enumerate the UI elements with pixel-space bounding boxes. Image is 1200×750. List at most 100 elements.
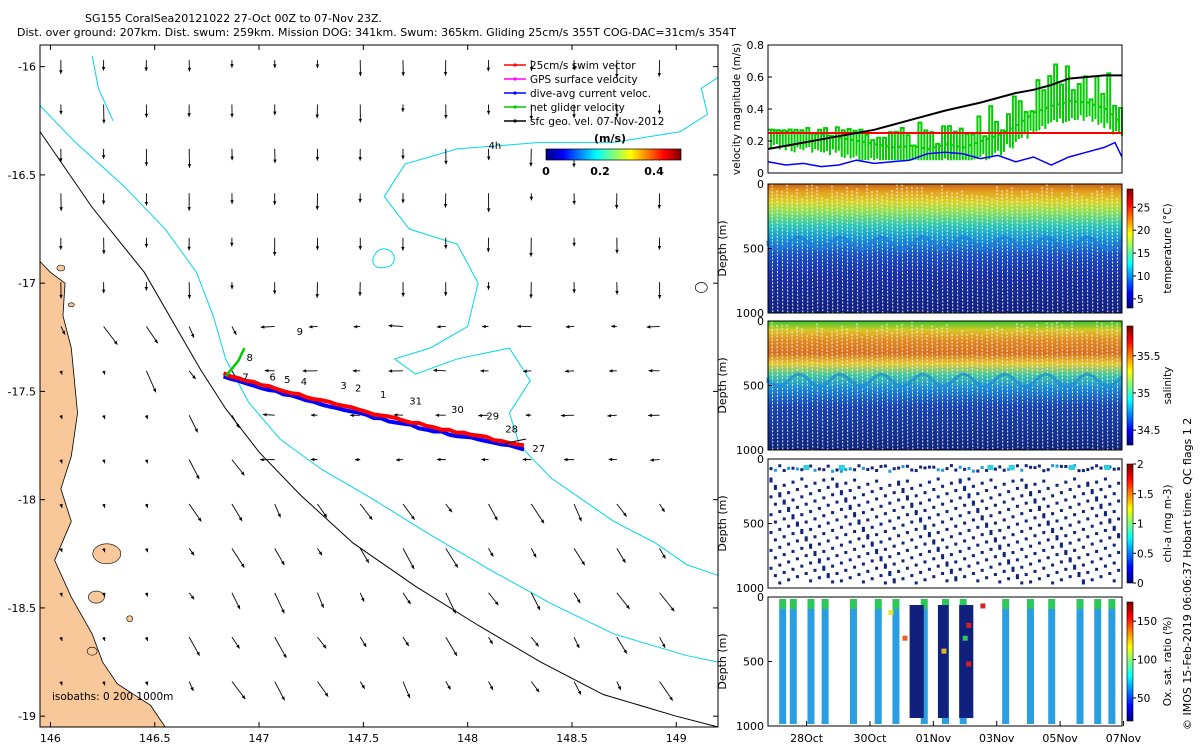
current-arrowhead	[572, 242, 576, 247]
chla-sample	[817, 542, 821, 546]
chla-sample	[1099, 575, 1103, 579]
current-arrowhead	[59, 415, 63, 420]
chla-sample	[954, 576, 958, 580]
chla-ylabel: Depth (m)	[716, 495, 729, 551]
oxygen-profile-column	[1026, 609, 1034, 724]
map-xtick-label: 146.5	[139, 732, 171, 745]
legend-label: net glider velocity	[530, 102, 625, 114]
chla-sample	[791, 514, 795, 518]
chla-sample	[910, 502, 914, 506]
chla-sample	[941, 554, 945, 558]
oxygen-surface-sample	[1002, 599, 1010, 609]
chla-sample	[800, 513, 804, 517]
chla-sample	[1002, 518, 1006, 522]
current-arrowhead	[144, 287, 149, 291]
chla-sample	[870, 490, 874, 494]
chla-sample	[914, 581, 918, 585]
chla-sample	[839, 492, 843, 496]
chla-sample	[919, 517, 923, 521]
current-arrowhead	[564, 369, 569, 373]
current-arrowhead	[443, 72, 448, 76]
chla-sample	[804, 520, 808, 524]
chla-sample	[963, 575, 967, 579]
salinity-dive-gap	[801, 328, 804, 451]
current-arrowhead	[401, 199, 405, 204]
chla-sample	[1108, 518, 1112, 522]
chla-surface-sample	[949, 464, 953, 468]
current-arrowhead	[662, 554, 666, 559]
chla-surface-sample	[831, 469, 835, 473]
legend-label: 25cm/s swim vector	[530, 60, 636, 72]
chla-sample	[932, 505, 936, 509]
oxygen-surface-sample	[874, 599, 882, 609]
current-arrowhead	[144, 636, 149, 641]
current-arrow	[188, 459, 200, 480]
current-arrowhead	[529, 162, 533, 167]
chla-sample	[941, 538, 945, 542]
chla-sample	[914, 510, 918, 514]
current-arrowhead	[401, 108, 405, 112]
salinity-ytick-label: 0	[757, 315, 764, 328]
island-3	[67, 302, 75, 308]
chla-sample	[800, 531, 804, 535]
chla-sample	[963, 503, 967, 507]
oxygen-profile-column	[1076, 609, 1084, 724]
temperature-dive-gap	[1061, 192, 1064, 314]
salinity-dive-gap	[961, 330, 964, 451]
current-arrowhead	[443, 203, 448, 208]
salinity-dive-gap	[1031, 334, 1034, 451]
map-colorbar-tick: 0.2	[590, 165, 610, 178]
chla-surface-sample	[1037, 464, 1041, 468]
temperature-dive-gap	[991, 198, 994, 314]
chla-sample	[1117, 551, 1121, 554]
chla-sample	[993, 573, 997, 577]
current-arrow	[145, 370, 157, 393]
chla-sample	[897, 534, 901, 538]
oxygen-surface-sample	[821, 599, 829, 609]
chla-sample	[1081, 545, 1085, 549]
time-xtick-label: 03Nov	[979, 732, 1015, 745]
current-arrowhead	[315, 206, 320, 210]
temperature-dive-gap	[1046, 184, 1049, 314]
chla-sample	[844, 515, 848, 519]
chla-colorbar-tick-label: 2	[1137, 459, 1144, 471]
chla-surface-sample	[958, 465, 962, 469]
chla-sample	[914, 527, 918, 531]
chla-sample	[791, 480, 795, 484]
current-arrowhead	[572, 289, 576, 294]
current-arrowhead	[59, 70, 63, 74]
current-arrowhead	[532, 553, 537, 558]
current-arrowhead	[622, 558, 626, 563]
map-frame	[39, 44, 719, 728]
salinity-band	[766, 372, 1124, 389]
current-arrowhead	[187, 246, 191, 251]
chla-sample	[883, 547, 887, 551]
oxygen-low-column	[937, 605, 949, 718]
oxygen-high-sample	[902, 635, 908, 641]
chla-sample	[1024, 519, 1028, 523]
chla-sample	[1015, 540, 1019, 544]
title-line-2: Dist. over ground: 207km. Dist. swum: 25…	[17, 26, 736, 39]
chla-sample	[861, 562, 865, 566]
oxygen-colorbar-label: Ox. sat. ratio (%)	[1162, 617, 1174, 707]
legend-marker	[513, 119, 517, 123]
chla-sample	[1099, 488, 1103, 491]
current-arrowhead	[388, 369, 393, 373]
temperature-dive-gap	[956, 192, 959, 314]
salinity-dive-gap	[1116, 323, 1119, 451]
chla-sample	[1086, 570, 1090, 574]
temperature-colorbar-tick-label: 25	[1137, 202, 1150, 214]
chla-sample	[1064, 516, 1068, 520]
chla-sample	[998, 528, 1002, 532]
chla-sample	[875, 548, 879, 552]
chla-sample	[1051, 581, 1055, 585]
isobaths-label: isobaths: 0 200 1000m	[52, 691, 173, 703]
chla-sample	[817, 524, 821, 528]
chla-sample	[831, 528, 835, 532]
chla-sample	[795, 575, 799, 579]
chla-sample	[866, 569, 870, 573]
chla-sample	[813, 481, 817, 485]
chla-sample	[1090, 524, 1094, 528]
chla-sample	[866, 552, 870, 556]
